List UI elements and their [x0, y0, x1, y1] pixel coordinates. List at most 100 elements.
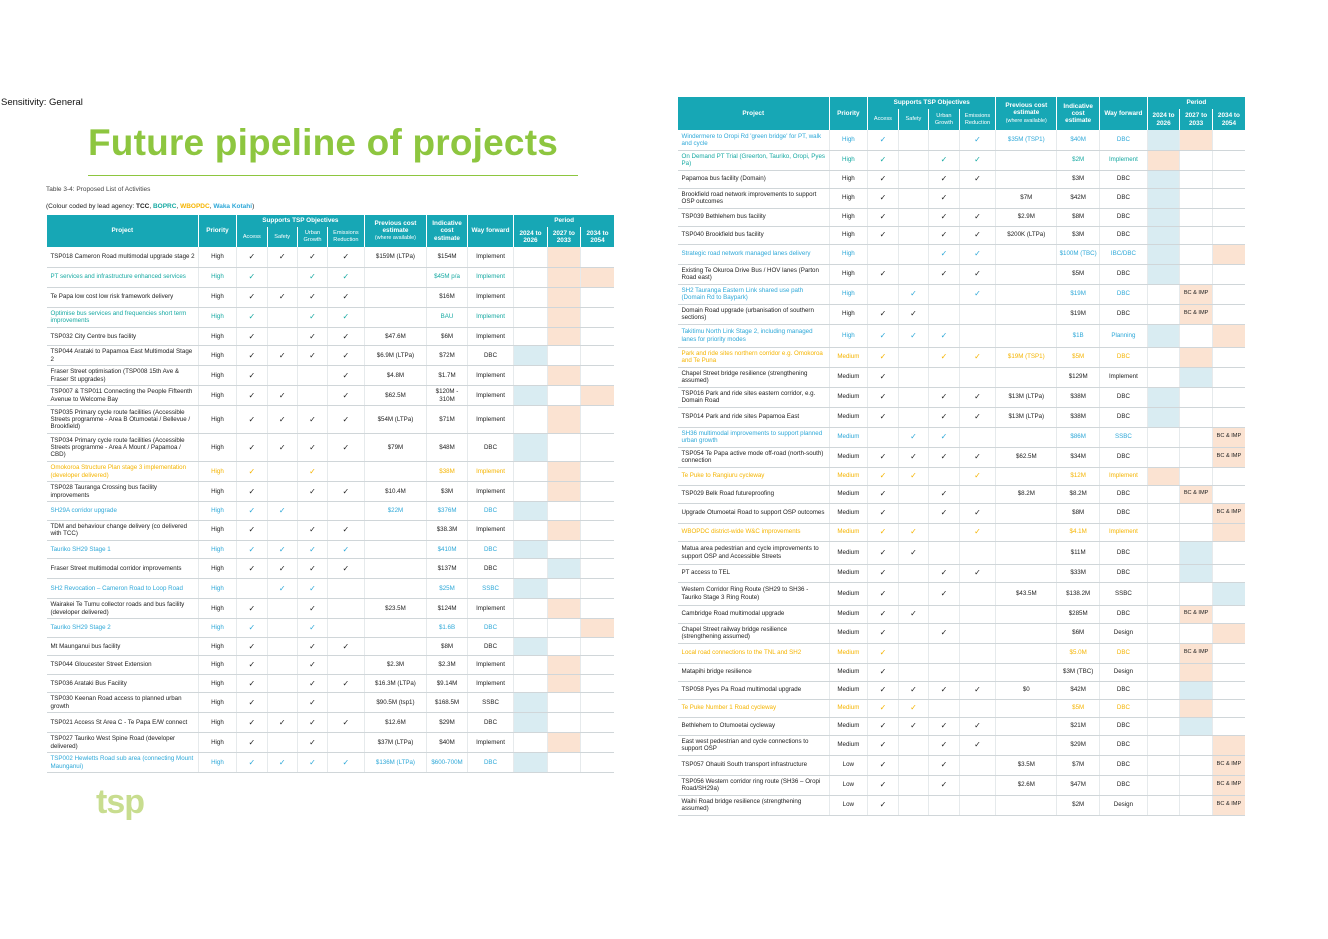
objective-check-icon: ✓ [327, 558, 365, 579]
indicative-cost-cell: BAU [426, 307, 468, 328]
priority-cell: High [197, 365, 237, 386]
objective-check-icon: ✓ [958, 347, 996, 368]
objective-check-icon: ✓ [867, 755, 899, 776]
objective-check-icon: ✓ [958, 717, 996, 736]
way-forward-cell: DBC [1099, 130, 1148, 151]
objective-check-icon: ✓ [867, 130, 899, 151]
period-cell [1179, 467, 1213, 486]
objective-check-icon: ✓ [928, 407, 960, 428]
way-forward-cell: Implement [466, 520, 514, 541]
previous-cost-cell [363, 578, 427, 599]
project-name: TSP030 Keenan Road access to planned urb… [46, 692, 199, 713]
period-cell: BC & IMP [1179, 304, 1213, 325]
objective-check-icon [266, 692, 298, 713]
objective-check-icon: ✓ [266, 385, 298, 406]
previous-cost-cell [363, 461, 427, 482]
table-row: Te Papa low cost low risk framework deli… [46, 287, 614, 308]
objective-check-icon: ✓ [327, 520, 365, 541]
period-cell [1179, 427, 1213, 448]
objective-check-icon: ✓ [867, 324, 899, 348]
previous-cost-cell [995, 541, 1057, 565]
previous-cost-cell [363, 558, 427, 579]
period-cell [580, 540, 614, 559]
previous-cost-cell [995, 367, 1057, 388]
objective-check-icon [296, 385, 328, 406]
way-forward-cell: DBC [466, 501, 514, 521]
project-name: TSP027 Tauriko West Spine Road (develope… [46, 732, 199, 753]
period-cell [1146, 582, 1180, 606]
objective-check-icon: ✓ [266, 752, 298, 773]
indicative-cost-cell: $4.1M [1056, 523, 1100, 542]
way-forward-cell: DBC [1099, 564, 1148, 583]
objective-check-icon: ✓ [236, 637, 267, 656]
period-cell [1179, 623, 1213, 644]
indicative-cost-cell: $40M [1056, 130, 1100, 151]
objective-check-icon: ✓ [296, 655, 328, 675]
priority-cell: High [197, 578, 237, 599]
table-row: Omokoroa Structure Plan stage 3 implemen… [46, 461, 614, 482]
objective-check-icon: ✓ [327, 327, 365, 346]
period-cell [1179, 582, 1213, 606]
way-forward-cell: DBC [466, 558, 514, 579]
period-cell [580, 520, 614, 541]
header-indicative-cost: Indicative cost estimate [426, 215, 468, 247]
way-forward-cell: DBC [1099, 264, 1148, 285]
objective-check-icon: ✓ [236, 327, 267, 346]
indicative-cost-cell: $8M [1056, 503, 1100, 524]
table-row: TSP014 Park and ride sites Papamoa East M… [677, 407, 1245, 428]
indicative-cost-cell: $2M [1056, 795, 1100, 816]
priority-cell: High [197, 247, 237, 268]
period-cell [1179, 244, 1213, 265]
way-forward-cell: DBC [1099, 347, 1148, 368]
period-cell: BC & IMP [1211, 775, 1245, 796]
objective-check-icon: ✓ [897, 284, 929, 305]
objective-check-icon [897, 387, 929, 408]
project-name: Tauriko SH29 Stage 2 [46, 618, 199, 638]
period-cell [1179, 663, 1213, 682]
objective-check-icon: ✓ [867, 226, 899, 245]
objective-check-icon [266, 598, 298, 619]
indicative-cost-cell: $19M [1056, 284, 1100, 305]
indicative-cost-cell: $3M (TBC) [1056, 663, 1100, 682]
priority-cell: Medium [828, 367, 868, 388]
objective-check-icon: ✓ [236, 674, 267, 693]
project-name: Bethlehem to Otumoetai cycleway [677, 717, 830, 736]
indicative-cost-cell: $600-700M [426, 752, 468, 773]
project-name: Domain Road upgrade (urbanisation of sou… [677, 304, 830, 325]
previous-cost-cell: $62.5M [995, 447, 1057, 468]
objective-check-icon: ✓ [928, 170, 960, 189]
title-divider [88, 175, 578, 176]
project-name: Matapihi bridge resilience [677, 663, 830, 682]
priority-cell: Medium [828, 541, 868, 565]
objective-check-icon: ✓ [928, 503, 960, 524]
project-name: Te Puke to Rangiuru cycleway [677, 467, 830, 486]
table-row: TSP044 Arataki to Papamoa East Multimoda… [46, 345, 614, 366]
priority-cell: Medium [828, 407, 868, 428]
project-name: Existing Te Okuroa Drive Bus / HOV lanes… [677, 264, 830, 285]
period-cell [1146, 541, 1180, 565]
way-forward-cell: Implement [466, 327, 514, 346]
indicative-cost-cell: $1B [1056, 324, 1100, 348]
table-row: TSP035 Primary cycle route facilities (A… [46, 405, 614, 434]
indicative-cost-cell: $33M [1056, 564, 1100, 583]
period-cell [1179, 387, 1213, 408]
objective-check-icon: ✓ [266, 405, 298, 434]
period-cell [580, 752, 614, 773]
objective-check-icon: ✓ [958, 226, 996, 245]
period-cell [1146, 264, 1180, 285]
objective-check-icon: ✓ [867, 467, 899, 486]
period-cell [513, 307, 548, 328]
project-name: Windermere to Oropi Rd 'green bridge' fo… [677, 130, 830, 151]
period-cell [1179, 541, 1213, 565]
period-cell [546, 637, 581, 656]
project-name: TSP007 & TSP011 Connecting the People Fi… [46, 385, 199, 406]
indicative-cost-cell: $1.6B [426, 618, 468, 638]
priority-cell: Medium [828, 467, 868, 486]
period-cell [1146, 387, 1180, 408]
priority-cell: High [828, 226, 868, 245]
previous-cost-cell [995, 244, 1057, 265]
objective-check-icon: ✓ [327, 540, 365, 559]
way-forward-cell: DBC [1099, 717, 1148, 736]
indicative-cost-cell: $86M [1056, 427, 1100, 448]
objective-check-icon: ✓ [867, 208, 899, 227]
